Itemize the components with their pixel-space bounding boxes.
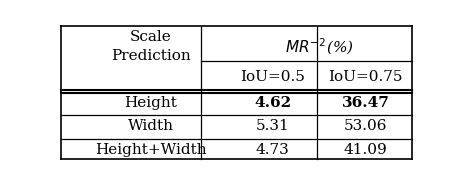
Text: Scale
Prediction: Scale Prediction (111, 30, 191, 63)
Text: 5.31: 5.31 (255, 119, 290, 133)
Text: IoU=0.75: IoU=0.75 (328, 70, 403, 84)
Text: 53.06: 53.06 (344, 119, 388, 133)
Text: 4.73: 4.73 (255, 143, 290, 157)
Text: Height+Width: Height+Width (95, 143, 207, 157)
Text: IoU=0.5: IoU=0.5 (240, 70, 305, 84)
Text: 36.47: 36.47 (342, 96, 389, 110)
Text: Height: Height (124, 96, 177, 110)
Text: 4.62: 4.62 (254, 96, 291, 110)
Text: $MR^{-2}$(%): $MR^{-2}$(%) (285, 36, 353, 57)
Text: 41.09: 41.09 (344, 143, 388, 157)
Text: Width: Width (128, 119, 174, 133)
